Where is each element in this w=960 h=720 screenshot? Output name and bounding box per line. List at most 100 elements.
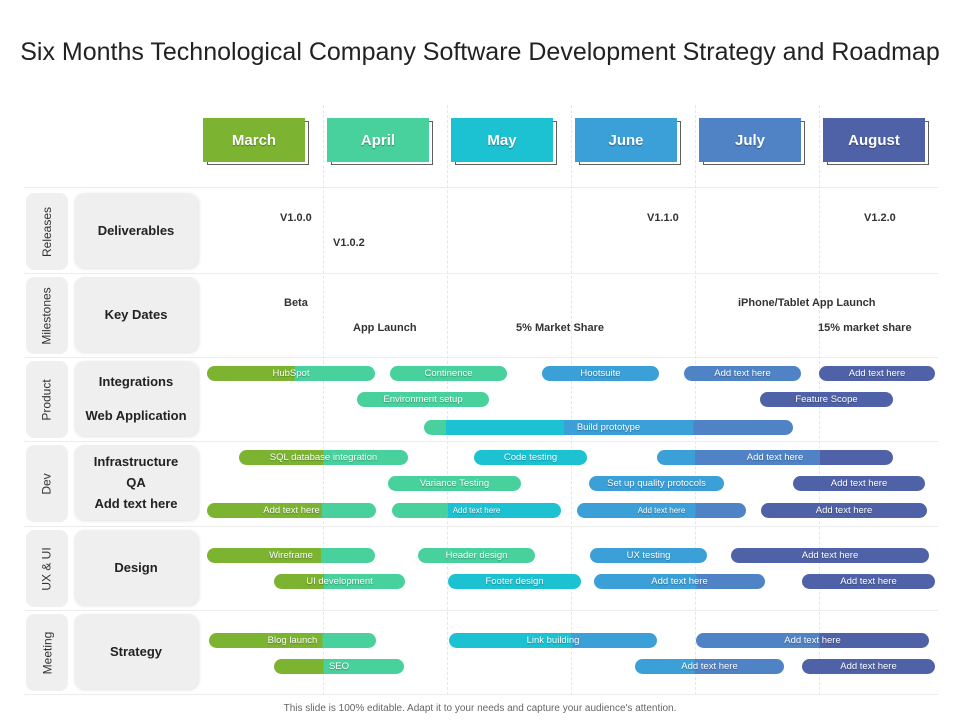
gantt-bar-label: Blog launch (267, 635, 318, 646)
category-label: Releases (40, 206, 54, 257)
category-label: Product (39, 378, 54, 421)
footer-note: This slide is 100% editable. Adapt it to… (283, 703, 677, 714)
gantt-bar-label: Feature Scope (795, 394, 858, 405)
gantt-bar-label: Add text here (848, 368, 906, 379)
gantt-bar: SEO (274, 659, 404, 674)
gantt-bar-label: HubSpot (272, 368, 310, 379)
key-date: iPhone/Tablet App Launch (738, 297, 876, 309)
column-divider (695, 105, 696, 695)
gantt-bar-label: Continence (424, 368, 473, 379)
gantt-bar: UX testing (590, 548, 707, 563)
subcategory-label: QA (126, 475, 146, 490)
key-date: 5% Market Share (516, 322, 605, 334)
gantt-bar-label: Add text here (784, 635, 841, 646)
month-header-april: April (327, 118, 429, 162)
category-milestones: Milestones (26, 277, 68, 354)
subcategory-box-meeting: Strategy (74, 614, 198, 689)
subcategory-label: Infrastructure (93, 454, 179, 469)
key-date: Beta (284, 297, 308, 309)
gantt-bar: HubSpot (207, 366, 375, 381)
category-label: Milestones (40, 286, 55, 345)
gantt-bar-label: Add text here (651, 576, 708, 587)
gantt-bar-label: SEO (328, 661, 350, 672)
gantt-bar: Hootsuite (542, 366, 659, 381)
gantt-bar: Add text here (392, 503, 561, 518)
gantt-bar-label: Code testing (503, 452, 558, 463)
column-divider (571, 105, 572, 695)
gantt-bar: Blog launch (209, 633, 376, 648)
gantt-bar: Add text here (696, 633, 929, 648)
category-meeting: Meeting (26, 614, 68, 691)
gantt-bar: Add text here (731, 548, 929, 563)
page-title: Six Months Technological Company Softwar… (20, 38, 940, 66)
row-divider (24, 526, 938, 527)
subcategory-box-ux: Design (74, 530, 198, 605)
row-divider (24, 610, 938, 611)
month-header-july: July (699, 118, 801, 162)
gantt-bar-label: Add text here (840, 576, 897, 587)
month-header-june: June (575, 118, 677, 162)
month-header-may: May (451, 118, 553, 162)
gantt-bar-label: Add text here (801, 550, 859, 561)
subcategory-box-dev: Infrastructure QA Add text here (74, 445, 198, 520)
gantt-bar-label: Add text here (637, 506, 686, 515)
key-date: 15% market share (818, 322, 912, 334)
gantt-bar: SQL database integration (239, 450, 408, 465)
gantt-bar: Add text here (635, 659, 784, 674)
subcategory-label: Key Dates (104, 307, 168, 322)
subcategory-label: Strategy (109, 644, 163, 659)
category-label: Dev (40, 472, 54, 495)
row-divider (24, 694, 938, 695)
subcategory-box-releases: Deliverables (74, 193, 198, 268)
gantt-bar-label: Link building (526, 635, 580, 646)
key-date: App Launch (353, 322, 417, 334)
gantt-bar-label: Environment setup (383, 394, 463, 405)
gantt-bar-label: Add text here (830, 478, 888, 489)
gantt-bar: Add text here (657, 450, 893, 465)
row-divider (24, 357, 938, 358)
subcategory-label: Design (114, 560, 158, 575)
release-version: V1.0.0 (280, 212, 312, 224)
gantt-bar-label: UX testing (626, 550, 671, 561)
gantt-bar-label: SQL database integration (269, 452, 378, 463)
category-ux-ui: UX & UI (26, 530, 68, 607)
category-releases: Releases (26, 193, 68, 270)
gantt-bar-label: Add text here (681, 661, 738, 672)
gantt-bar: Add text here (802, 574, 935, 589)
gantt-bar: Add text here (802, 659, 935, 674)
column-divider (323, 105, 324, 695)
subcategory-label: Web Application (85, 408, 187, 423)
gantt-bar-label: Add text here (746, 452, 804, 463)
gantt-bar: Build prototype (424, 420, 793, 435)
gantt-bar: Add text here (594, 574, 765, 589)
category-label: Meeting (40, 631, 55, 674)
gantt-bar: Add text here (207, 503, 376, 518)
gantt-bar-label: Add text here (714, 368, 771, 379)
release-version: V1.2.0 (864, 212, 896, 224)
row-divider (24, 273, 938, 274)
row-divider (24, 187, 938, 188)
gantt-bar: Add text here (684, 366, 801, 381)
gantt-bar: Environment setup (357, 392, 489, 407)
gantt-bar-label: Add text here (840, 661, 897, 672)
gantt-bar-label: Set up quality protocols (607, 478, 706, 489)
month-header-august: August (823, 118, 925, 162)
subcategory-box-product: Integrations Web Application (74, 361, 198, 436)
gantt-bar-label: Footer design (485, 576, 544, 587)
gantt-bar-label: Wireframe (269, 550, 313, 561)
gantt-bar-label: Add text here (263, 505, 320, 516)
gantt-bar: Link building (449, 633, 657, 648)
gantt-bar: Variance Testing (388, 476, 521, 491)
gantt-bar-label: Variance Testing (419, 478, 490, 489)
gantt-bar-label: Build prototype (576, 422, 641, 433)
category-label: UX & UI (40, 546, 54, 591)
gantt-bar: Set up quality protocols (589, 476, 724, 491)
gantt-bar-label: Add text here (452, 506, 501, 515)
month-header-march: March (203, 118, 305, 162)
subcategory-box-milestones: Key Dates (74, 277, 198, 352)
gantt-bar: Wireframe (207, 548, 375, 563)
row-divider (24, 441, 938, 442)
gantt-bar: UI development (274, 574, 405, 589)
release-version: V1.0.2 (333, 237, 365, 249)
gantt-bar: Add text here (577, 503, 746, 518)
